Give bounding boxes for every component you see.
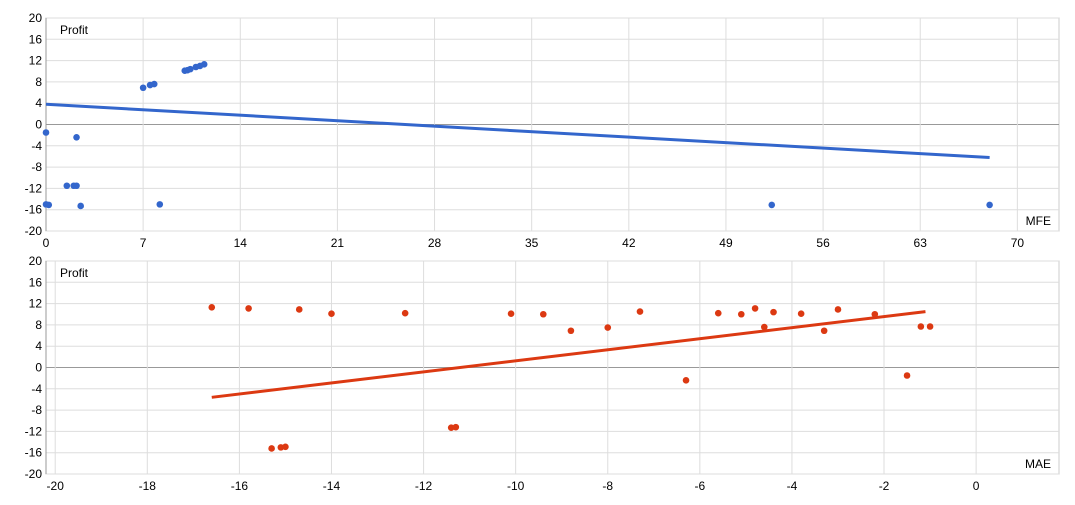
data-point — [917, 323, 925, 330]
x-tick-label: 56 — [816, 236, 830, 250]
data-point — [245, 305, 252, 312]
y-tick-label: 16 — [29, 275, 43, 289]
y-tick-label: 0 — [35, 118, 42, 132]
x-tick-label: 42 — [622, 236, 636, 250]
data-point — [187, 65, 194, 73]
y-tick-label: -12 — [25, 424, 43, 438]
y-tick-label: 8 — [35, 75, 42, 89]
trendline — [211, 310, 926, 399]
y-tick-label: 0 — [35, 361, 42, 375]
data-point — [150, 80, 158, 88]
data-point — [682, 376, 690, 384]
data-point — [986, 201, 993, 209]
data-point — [268, 445, 275, 452]
x-tick-label: -6 — [695, 479, 706, 493]
data-point — [63, 182, 71, 190]
data-point — [42, 129, 50, 136]
x-tick-label: 70 — [1011, 236, 1025, 250]
data-point — [737, 310, 745, 318]
y-tick-label: -8 — [31, 160, 42, 174]
y-axis-label: Profit — [60, 266, 89, 280]
y-tick-label: 4 — [35, 339, 42, 353]
y-tick-label: 8 — [35, 318, 42, 332]
y-tick-label: -8 — [31, 403, 42, 417]
y-tick-label: 12 — [29, 54, 43, 68]
x-tick-label: -10 — [507, 479, 525, 493]
data-point — [507, 310, 515, 318]
data-point — [761, 323, 768, 331]
y-tick-label: -16 — [25, 203, 43, 217]
x-tick-label: -8 — [602, 479, 613, 493]
trendline — [45, 102, 990, 160]
x-tick-label: -4 — [787, 479, 798, 493]
data-point — [401, 309, 409, 317]
x-tick-label: 63 — [914, 236, 928, 250]
data-point — [73, 182, 80, 190]
data-point — [636, 308, 644, 315]
data-point — [797, 310, 805, 318]
x-tick-label: 21 — [331, 236, 345, 250]
x-tick-label: -2 — [879, 479, 890, 493]
y-axis-label: Profit — [60, 23, 89, 37]
data-point — [328, 310, 335, 318]
data-point — [567, 327, 575, 335]
data-point — [714, 309, 722, 317]
x-tick-label: 35 — [525, 236, 539, 250]
y-tick-label: 20 — [29, 254, 43, 268]
y-tick-label: 12 — [29, 297, 43, 311]
data-point — [208, 304, 216, 311]
data-point — [295, 306, 303, 313]
data-point — [139, 84, 147, 92]
y-tick-label: 16 — [29, 32, 43, 46]
data-point — [751, 305, 759, 312]
data-point — [926, 323, 934, 330]
y-tick-label: -20 — [25, 467, 43, 481]
y-tick-label: 4 — [35, 96, 42, 110]
y-tick-label: -4 — [31, 139, 42, 153]
x-tick-label: 0 — [43, 236, 50, 250]
x-axis-label: MFE — [1026, 214, 1051, 228]
x-tick-label: -18 — [139, 479, 157, 493]
data-point — [452, 423, 460, 431]
y-tick-label: 20 — [29, 11, 43, 25]
data-point — [903, 372, 911, 379]
x-tick-label: -14 — [323, 479, 341, 493]
data-point — [604, 324, 612, 331]
y-tick-label: -4 — [31, 382, 42, 396]
data-point — [45, 201, 53, 209]
data-point — [156, 201, 164, 208]
data-point — [820, 327, 828, 335]
data-point — [871, 310, 879, 318]
x-tick-label: 14 — [234, 236, 248, 250]
y-tick-label: -20 — [25, 224, 43, 238]
data-point — [834, 306, 842, 313]
data-point — [200, 61, 208, 68]
data-point — [768, 201, 776, 209]
y-tick-label: -16 — [25, 446, 43, 460]
chart-1: -20 -16 -12 -8 -4 0 4 8 12 16 20 0 7 14 21 28 35 42 49 56 63… — [25, 11, 1060, 250]
x-axis-label: MAE — [1025, 457, 1051, 471]
data-point — [770, 308, 777, 316]
x-tick-label: 7 — [140, 236, 147, 250]
y-tick-label: -12 — [25, 181, 43, 195]
data-point — [77, 202, 84, 210]
x-tick-label: -16 — [231, 479, 249, 493]
x-tick-label: -12 — [415, 479, 433, 493]
x-tick-label: -20 — [47, 479, 65, 493]
x-tick-label: 49 — [719, 236, 733, 250]
data-point — [282, 443, 289, 451]
data-point — [539, 310, 547, 318]
x-tick-label: 28 — [428, 236, 442, 250]
data-point — [73, 133, 80, 141]
x-tick-label: 0 — [973, 479, 980, 493]
